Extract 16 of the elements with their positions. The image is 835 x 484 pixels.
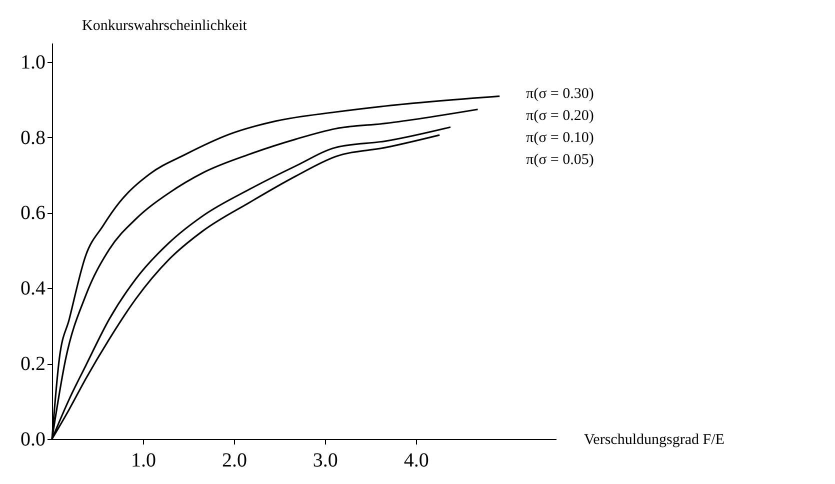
y-tick-label: 0.2 — [20, 353, 46, 376]
x-tick-label: 2.0 — [222, 450, 247, 472]
x-tick-label: 1.0 — [130, 450, 156, 472]
x-tick-label: 3.0 — [312, 450, 338, 472]
y-tick-label: 1.0 — [20, 51, 46, 74]
series-label: π(σ = 0.30) — [526, 86, 594, 102]
y-tick-label: 0.4 — [20, 278, 46, 300]
x-tick-label: 4.0 — [404, 450, 429, 472]
x-axis-title: Verschuldungsgrad F/E — [584, 432, 724, 448]
y-tick-label: 0.8 — [20, 126, 46, 149]
text: π(σ = 0.05) — [526, 152, 594, 168]
y-tick-label: 0.0 — [20, 428, 46, 450]
text: π(σ = 0.10) — [526, 130, 594, 146]
y-axis-title: Konkurswahrscheinlichkeit — [82, 18, 248, 34]
y-tick-label: 0.6 — [20, 202, 46, 224]
text: π(σ = 0.20) — [526, 108, 594, 124]
